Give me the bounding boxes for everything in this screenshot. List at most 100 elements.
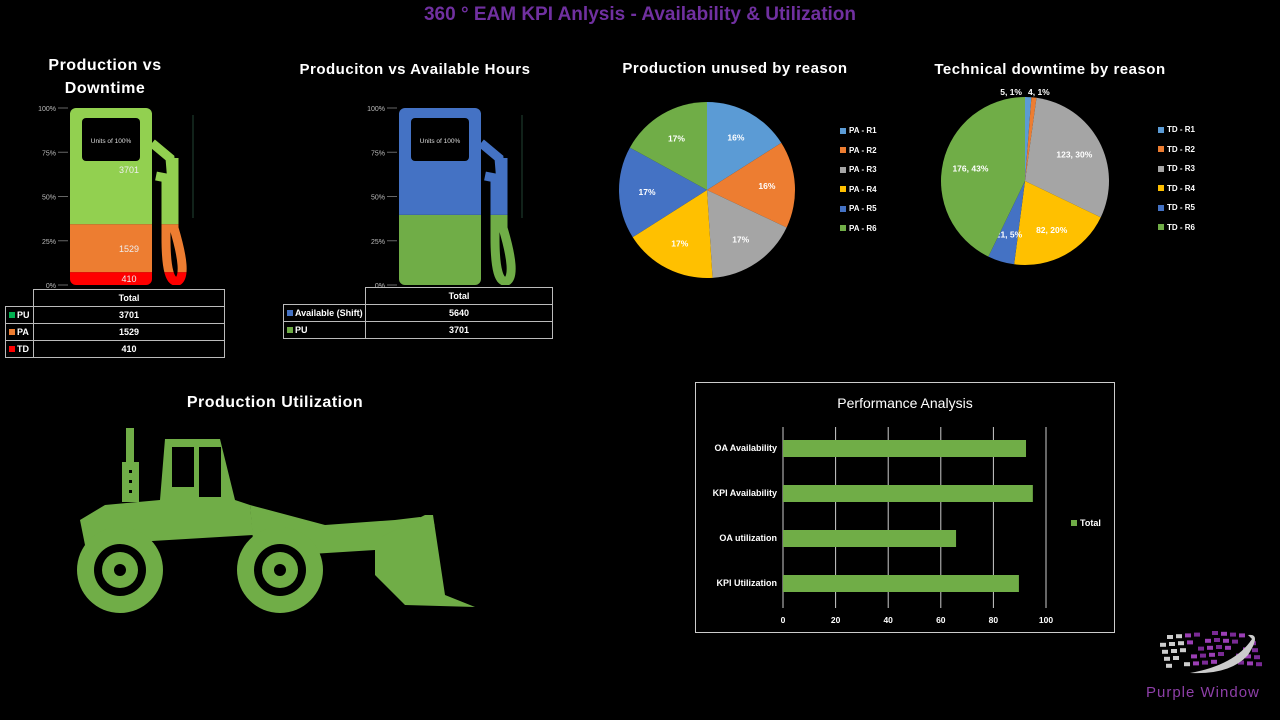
pie-slice-pa-r4	[632, 190, 713, 278]
pie-data-label: 17%	[639, 187, 656, 197]
logo-cell	[1221, 631, 1227, 636]
table-row: PU 3701	[5, 306, 225, 324]
legend-label: TD - R5	[1167, 203, 1195, 213]
legend-swatch	[9, 312, 15, 318]
pump-window-text: Units of 100%	[91, 138, 132, 145]
legend-swatch	[1158, 204, 1164, 211]
gauge1-title-line1: Production vs	[48, 57, 162, 74]
pie-data-label: 123, 30%	[1056, 149, 1092, 159]
x-tick-label: 100	[1039, 615, 1053, 625]
legend-item: PA - R2	[840, 141, 877, 161]
stack-value-label: 3701	[119, 165, 139, 175]
legend-item: PA - R6	[840, 219, 877, 239]
gauge2-table: Total Available (Shift) 5640 PU 3701	[283, 287, 553, 339]
axis-tick-label: 50%	[371, 195, 385, 202]
loader-cab-body	[80, 439, 253, 545]
legend-swatch	[1071, 520, 1077, 526]
logo-cell	[1187, 640, 1193, 645]
gauge2-fuel-pump-chart: 100% 75% 50% 25% 0% Units of 100%	[367, 106, 529, 287]
pump-window	[82, 118, 140, 161]
legend-label: Total	[1080, 518, 1101, 528]
logo-cell	[1254, 655, 1260, 660]
stack-value-label: 410	[121, 274, 136, 284]
bar-chart-title: Performance Analysis	[837, 395, 973, 411]
pie-data-label: 17%	[671, 238, 688, 248]
dashboard-title: 360 ° EAM KPI Anlysis - Availability & U…	[423, 4, 857, 25]
legend-swatch	[840, 205, 846, 212]
bar-chart-plot: 0 20 40 60 80 100 OA Availability KPI Availabil…	[713, 427, 1101, 625]
legend-swatch	[840, 147, 846, 154]
pie-slice-pa-r5	[619, 147, 707, 238]
logo-cell	[1167, 635, 1173, 639]
x-tick-label: 60	[936, 615, 946, 625]
pie-slice-td-r2	[1025, 97, 1037, 181]
logo-cell	[1238, 660, 1244, 665]
logo-cell	[1185, 633, 1191, 638]
logo-cell	[1180, 648, 1186, 653]
table-header: Total	[365, 287, 553, 305]
logo-cell	[1164, 656, 1170, 661]
pump-window-text: Units of 100%	[420, 138, 461, 145]
table-row: PU 3701	[283, 321, 553, 339]
axis-tick-label: 100%	[38, 106, 56, 113]
x-tick-label: 0	[781, 615, 786, 625]
legend-item: PA - R4	[840, 180, 877, 200]
legend-swatch	[840, 127, 846, 134]
logo-cell	[1198, 646, 1204, 651]
pie-slice-pa-r3	[707, 190, 787, 278]
pie2-chart: 5, 1% 4, 1% 123, 30% 82, 20% 21, 5% 176, 43%	[941, 87, 1109, 265]
table-row: PA 1529	[5, 323, 225, 341]
stack-value-label: 1529	[119, 244, 139, 254]
legend-swatch	[840, 186, 846, 193]
legend-item: TD - R2	[1158, 140, 1195, 160]
gauge1-table: Total PU 3701 PA 1529 TD 410	[5, 289, 225, 358]
pie-data-label: 4, 1%	[1028, 87, 1050, 97]
legend-label: TD - R1	[1167, 125, 1195, 135]
legend-item: TD - R1	[1158, 120, 1195, 140]
logo-cell	[1225, 645, 1231, 650]
logo-cell	[1211, 659, 1217, 664]
logo-cell	[1252, 648, 1258, 653]
logo-cell	[1245, 654, 1251, 659]
performance-analysis-chart: Performance Analysis	[695, 382, 1115, 633]
axis-tick-label: 0%	[375, 283, 385, 287]
pie-slice-td-r3	[1025, 97, 1109, 218]
gauge1-title-line2: Downtime	[64, 80, 146, 97]
logo-cell	[1256, 662, 1262, 667]
axis-tick-label: 50%	[42, 195, 56, 202]
legend-swatch	[1158, 146, 1164, 153]
legend-swatch	[1158, 224, 1164, 231]
pie-data-label: 17%	[668, 133, 685, 143]
pie-data-label: 176, 43%	[952, 163, 988, 173]
legend-swatch	[840, 166, 846, 173]
logo-cell	[1193, 661, 1199, 666]
logo-cell	[1176, 634, 1182, 639]
legend-item: TD - R3	[1158, 159, 1195, 179]
legend-item: PA - R3	[840, 160, 877, 180]
logo-cell	[1216, 645, 1222, 649]
logo-cell	[1205, 638, 1211, 643]
pie-data-label: 17%	[732, 235, 749, 245]
logo-cell	[1184, 662, 1190, 667]
pie1-title: Production unused by reason	[622, 60, 848, 77]
pie-slice-td-r6	[941, 97, 1025, 257]
legend-swatch	[9, 329, 15, 335]
pump-window	[411, 118, 469, 161]
logo-cell	[1171, 649, 1177, 653]
category-label: KPI Utilization	[717, 578, 778, 588]
logo-cell	[1239, 633, 1245, 638]
loader-title: Production Utilization	[186, 394, 364, 411]
logo-cell	[1166, 663, 1172, 668]
logo-cell	[1247, 661, 1253, 666]
gauge1-fuel-pump-chart: 100% 75% 50% 25% 0% 410 1529 3701 Units of 100%	[38, 106, 200, 289]
logo-cell	[1230, 632, 1236, 637]
logo-cell	[1191, 654, 1197, 659]
legend-swatch	[1158, 165, 1164, 172]
legend-label: PA - R3	[849, 165, 877, 175]
axis-tick-label: 25%	[42, 239, 56, 246]
pie-slice-pa-r1	[707, 102, 782, 190]
table-row: TD 410	[5, 340, 225, 358]
pie-slice-td-r1	[1025, 97, 1032, 181]
logo-cell	[1232, 639, 1238, 644]
legend-swatch	[287, 310, 293, 316]
